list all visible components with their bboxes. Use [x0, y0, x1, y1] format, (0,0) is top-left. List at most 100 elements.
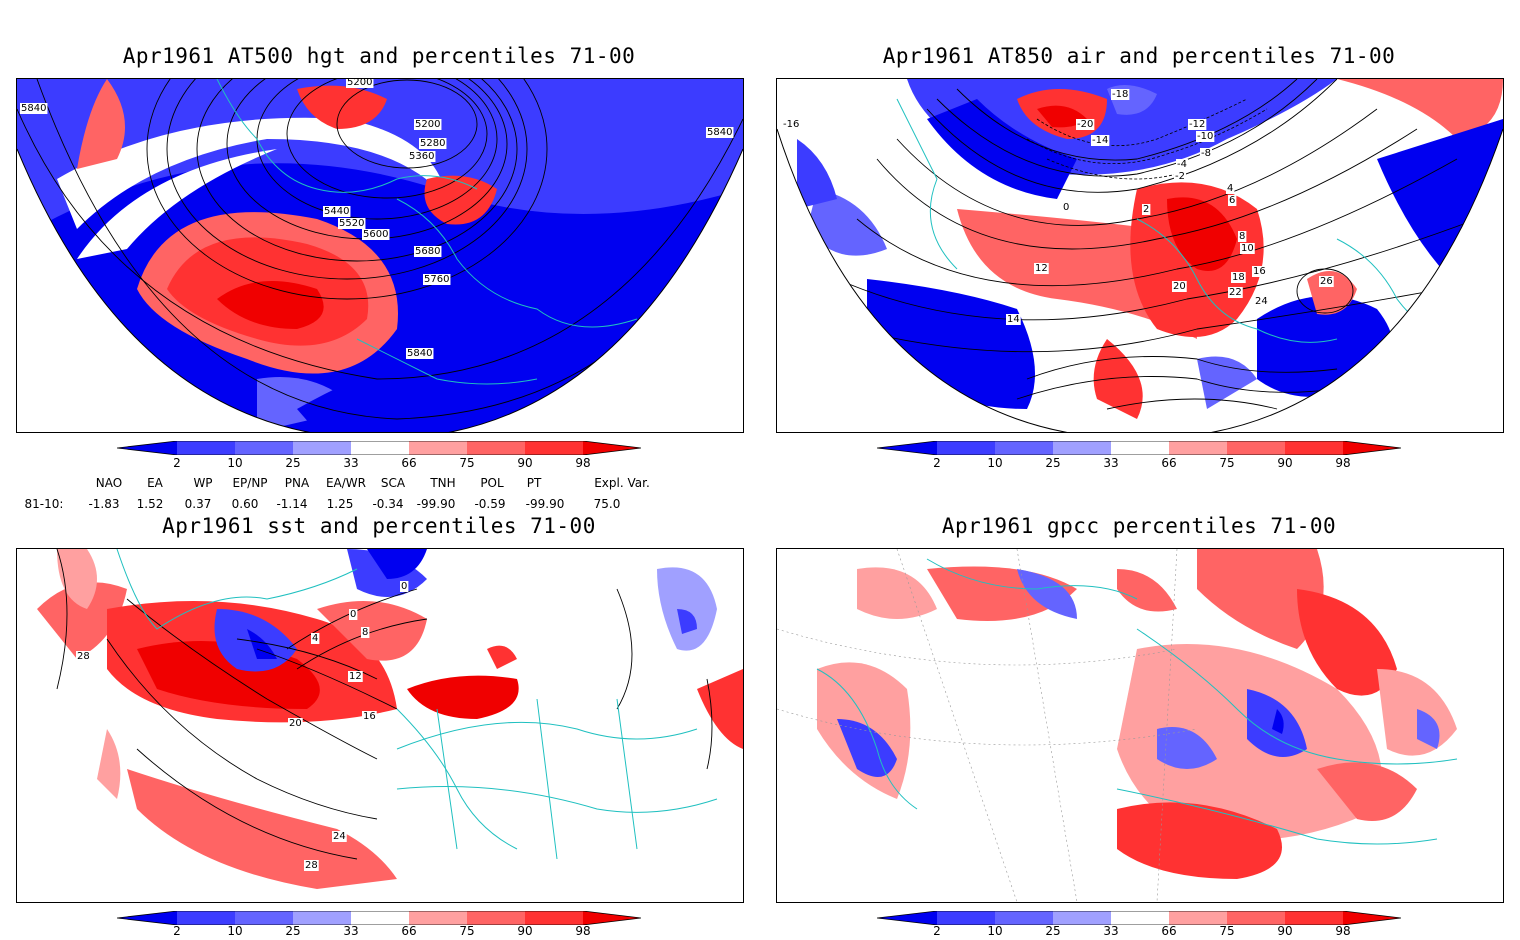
colorbar-hgt: 2 10 25 33 66 75 90 98: [116, 440, 642, 476]
index-value: 1.25: [326, 497, 354, 511]
index-header: PNA: [284, 476, 310, 490]
cb-label: 2: [933, 456, 941, 470]
index-header: POL: [480, 476, 504, 490]
cb-label: 90: [517, 924, 533, 938]
svg-text:5840: 5840: [21, 103, 46, 114]
svg-text:20: 20: [289, 718, 302, 729]
svg-text:5600: 5600: [363, 229, 388, 240]
svg-text:5840: 5840: [707, 127, 732, 138]
cb-label: 66: [401, 924, 417, 938]
svg-text:0: 0: [401, 581, 407, 592]
index-value: -1.14: [276, 497, 308, 511]
index-value: -99.90: [416, 497, 456, 511]
map-panel-sst: 0 0 4 8 12 16 20 24 28 28: [16, 548, 744, 903]
svg-text:14: 14: [1007, 314, 1020, 325]
svg-text:-10: -10: [1197, 131, 1213, 142]
svg-text:5680: 5680: [415, 246, 440, 257]
cb-label: 98: [575, 924, 591, 938]
map-panel-gpcc: [776, 548, 1504, 903]
svg-text:5200: 5200: [415, 119, 440, 130]
cb-label: 33: [1103, 924, 1119, 938]
cb-label: 98: [1335, 456, 1351, 470]
index-header: PT: [526, 476, 542, 490]
cb-label: 2: [173, 456, 181, 470]
contour-labels-hgt: 5200 5200 5280 5360 5440 5520 5600 5680 …: [20, 79, 734, 359]
index-row-label: 81-10:: [24, 497, 64, 511]
cb-label: 98: [575, 456, 591, 470]
svg-text:5280: 5280: [420, 138, 445, 149]
teleconnection-index-table: NAO EA WP EP/NP PNA EA/WR SCA TNH POL PT…: [0, 476, 760, 516]
panel-title-gpcc: Apr1961 gpcc percentiles 71-00: [941, 514, 1337, 538]
colorbar-air: 2 10 25 33 66 75 90 98: [876, 440, 1402, 476]
map-panel-hgt500: 5200 5200 5280 5360 5440 5520 5600 5680 …: [16, 78, 744, 433]
cb-label: 33: [1103, 456, 1119, 470]
index-header: EA: [147, 476, 163, 490]
cb-label: 75: [1219, 924, 1235, 938]
cb-label: 75: [1219, 456, 1235, 470]
svg-text:-18: -18: [1112, 89, 1128, 100]
svg-text:16: 16: [1253, 266, 1266, 277]
cb-label: 10: [227, 456, 243, 470]
svg-text:-2: -2: [1175, 171, 1185, 182]
svg-text:22: 22: [1229, 287, 1242, 298]
svg-text:5440: 5440: [324, 206, 349, 217]
svg-text:0: 0: [350, 609, 356, 620]
index-header: WP: [193, 476, 213, 490]
svg-text:10: 10: [1241, 243, 1254, 254]
svg-text:5520: 5520: [339, 218, 364, 229]
svg-text:5360: 5360: [409, 151, 434, 162]
contour-labels-air: -20 -18 -16 -14 -12 -10 -8 -4 -2 0 2 4 6…: [782, 89, 1334, 325]
svg-text:5760: 5760: [424, 274, 449, 285]
cb-label: 66: [401, 456, 417, 470]
svg-text:5840: 5840: [407, 348, 432, 359]
cb-label: 90: [517, 456, 533, 470]
cb-label: 25: [285, 924, 301, 938]
colorbar-gpcc: 2 10 25 33 66 75 90 98: [876, 910, 1402, 940]
svg-text:4: 4: [1227, 183, 1233, 194]
svg-text:24: 24: [333, 831, 346, 842]
map-panel-air850: -20 -18 -16 -14 -12 -10 -8 -4 -2 0 2 4 6…: [776, 78, 1504, 433]
cb-label: 2: [933, 924, 941, 938]
index-header: SCA: [380, 476, 406, 490]
cb-label: 90: [1277, 924, 1293, 938]
svg-text:5200: 5200: [347, 79, 372, 88]
svg-text:8: 8: [1239, 231, 1245, 242]
index-value: 75.0: [593, 497, 621, 511]
index-header: EP/NP: [232, 476, 268, 490]
cb-label: 25: [1045, 924, 1061, 938]
svg-text:28: 28: [77, 651, 90, 662]
panel-title-air: Apr1961 AT850 air and percentiles 71-00: [882, 44, 1396, 68]
colorbar-sst: 2 10 25 33 66 75 90 98: [116, 910, 642, 940]
cb-label: 33: [343, 456, 359, 470]
svg-text:28: 28: [305, 860, 318, 871]
svg-text:-8: -8: [1201, 148, 1211, 159]
index-header: Expl. Var.: [594, 476, 650, 490]
cb-label: 25: [1045, 456, 1061, 470]
svg-text:2: 2: [1143, 204, 1149, 215]
panel-title-sst: Apr1961 sst and percentiles 71-00: [162, 514, 596, 538]
index-header: TNH: [430, 476, 456, 490]
cb-label: 90: [1277, 456, 1293, 470]
svg-text:8: 8: [362, 627, 368, 638]
svg-text:26: 26: [1320, 276, 1333, 287]
cb-label: 10: [987, 924, 1003, 938]
index-value: 0.37: [184, 497, 212, 511]
cb-label: 2: [173, 924, 181, 938]
cb-label: 75: [459, 456, 475, 470]
cb-label: 98: [1335, 924, 1351, 938]
svg-text:12: 12: [1035, 263, 1048, 274]
svg-text:6: 6: [1229, 195, 1235, 206]
index-value: -99.90: [525, 497, 565, 511]
svg-text:-12: -12: [1189, 119, 1205, 130]
contour-labels-sst: 0 0 4 8 12 16 20 24 28 28: [76, 581, 409, 871]
cb-label: 75: [459, 924, 475, 938]
cb-label: 10: [227, 924, 243, 938]
svg-text:-14: -14: [1092, 135, 1108, 146]
index-value: 0.60: [231, 497, 259, 511]
index-value: -1.83: [88, 497, 120, 511]
index-value: -0.34: [372, 497, 404, 511]
svg-text:-16: -16: [783, 119, 799, 130]
svg-text:4: 4: [312, 633, 318, 644]
svg-text:18: 18: [1232, 272, 1245, 283]
index-value: -0.59: [474, 497, 506, 511]
